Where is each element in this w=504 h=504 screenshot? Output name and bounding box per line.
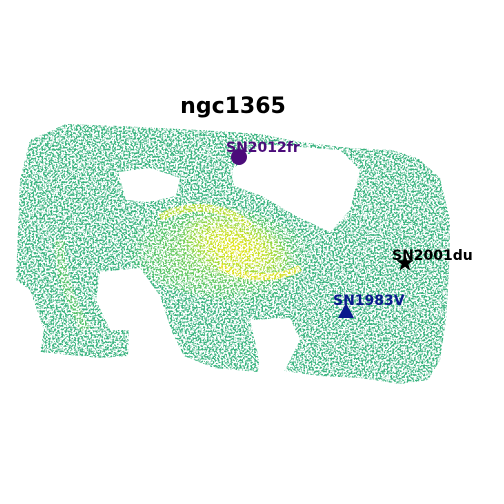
sn1983v-label: SN1983V (333, 293, 405, 309)
sn2001du-marker-group: SN2001du (392, 248, 473, 271)
sn2012fr-label: SN2012fr (226, 140, 300, 156)
sn1983v-marker-group: SN1983V (333, 293, 405, 318)
sn1983v-triangle-marker (338, 303, 354, 318)
sn2012fr-marker-group: SN2012fr (226, 140, 300, 165)
spiral-arm-north (157, 203, 253, 230)
void-south (250, 318, 300, 372)
galaxy-map (16, 124, 450, 384)
void-southwest (96, 268, 160, 330)
sn2001du-label: SN2001du (392, 248, 473, 264)
sn2012fr-circle-marker (231, 149, 247, 165)
void-north (232, 144, 360, 232)
spiral-arm-south (218, 262, 302, 281)
void-northwest (118, 168, 180, 202)
galaxy-core (176, 210, 296, 286)
sn2001du-star-marker (396, 254, 414, 271)
figure-title: ngc1365 (180, 94, 286, 119)
spiral-arm-west (54, 239, 91, 333)
